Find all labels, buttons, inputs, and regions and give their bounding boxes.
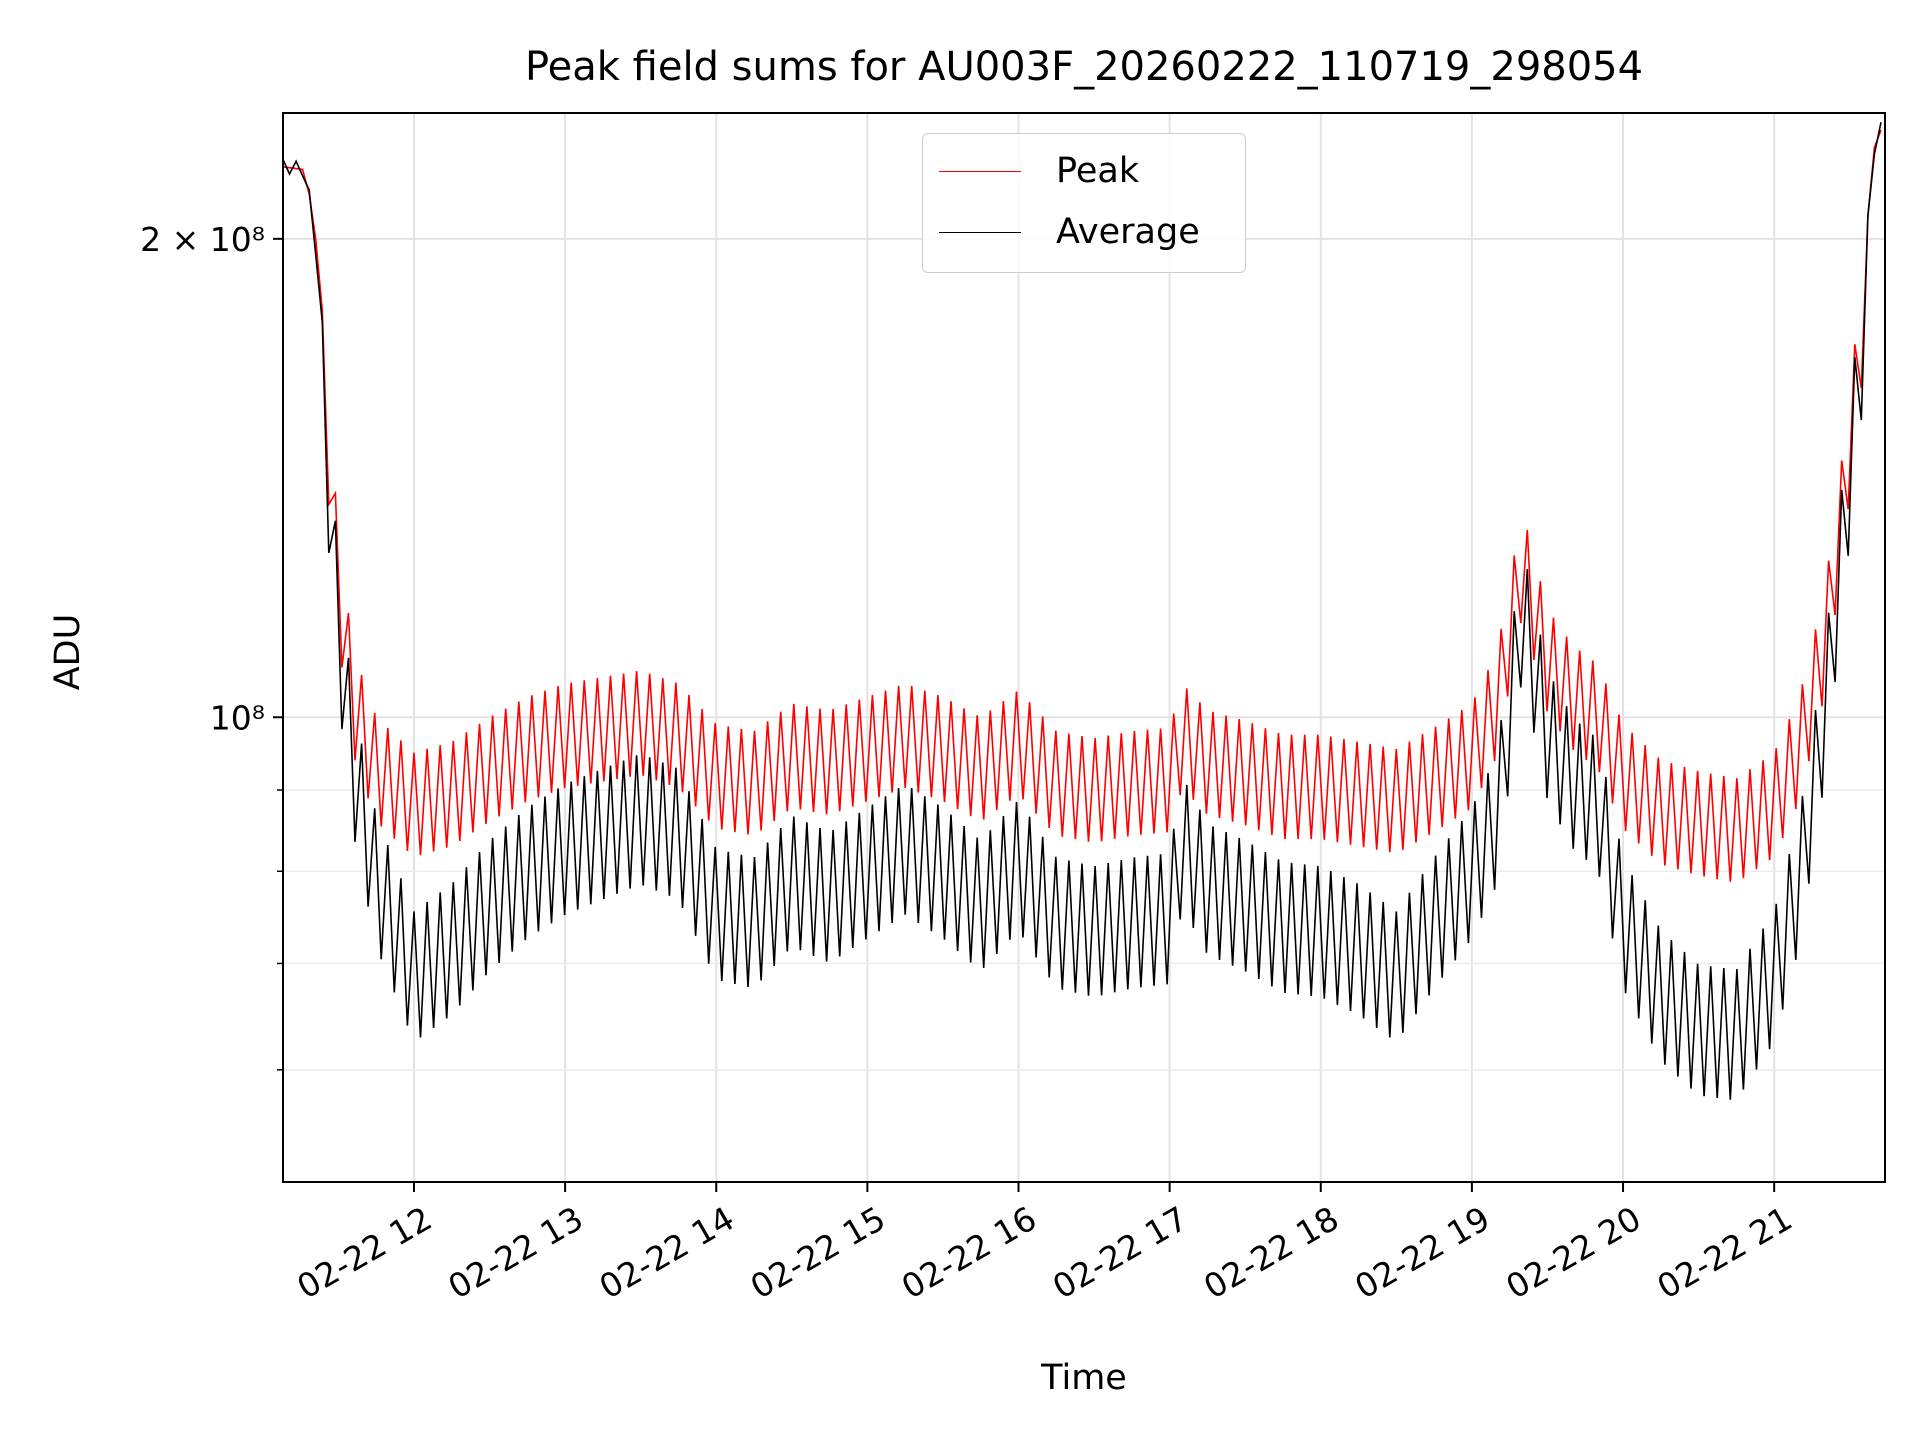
x-tick-label: 02-22 16 bbox=[895, 1199, 1043, 1307]
legend-item-average: Average bbox=[939, 212, 1200, 252]
x-tick-label: 02-22 20 bbox=[1499, 1199, 1647, 1307]
legend: Peak Average bbox=[922, 133, 1246, 273]
legend-label-peak: Peak bbox=[1056, 151, 1140, 191]
legend-label-average: Average bbox=[1056, 212, 1200, 252]
x-tick-label: 02-22 17 bbox=[1046, 1199, 1194, 1307]
x-tick-label: 02-22 14 bbox=[593, 1199, 741, 1307]
series-line-average bbox=[282, 122, 1882, 1100]
plot-frame bbox=[282, 112, 1886, 1183]
y-tick-label: 10⁸ bbox=[210, 698, 265, 737]
x-tick-label: 02-22 19 bbox=[1348, 1199, 1496, 1307]
x-tick-label: 02-22 18 bbox=[1197, 1199, 1345, 1307]
series-line-peak bbox=[282, 129, 1882, 882]
legend-swatch-average bbox=[939, 231, 1021, 233]
grid-lines bbox=[283, 113, 1885, 1182]
ticks: 02-22 12 02-22 13 02-22 14 02-22 15 02-22 16… bbox=[140, 220, 1798, 1307]
y-tick-label: 2 × 10⁸ bbox=[140, 220, 265, 259]
x-tick-label: 02-22 15 bbox=[744, 1199, 892, 1307]
x-tick-label: 02-22 12 bbox=[290, 1199, 438, 1307]
x-tick-label: 02-22 21 bbox=[1651, 1199, 1799, 1307]
legend-item-peak: Peak bbox=[939, 151, 1139, 191]
x-axis-label: Time bbox=[1041, 1358, 1127, 1398]
x-tick-label: 02-22 13 bbox=[442, 1199, 590, 1307]
legend-swatch-peak bbox=[939, 170, 1021, 172]
chart-title: Peak field sums for AU003F_20260222_1107… bbox=[524, 44, 1644, 90]
y-axis-label: ADU bbox=[48, 613, 88, 691]
series-layer bbox=[282, 122, 1882, 1100]
